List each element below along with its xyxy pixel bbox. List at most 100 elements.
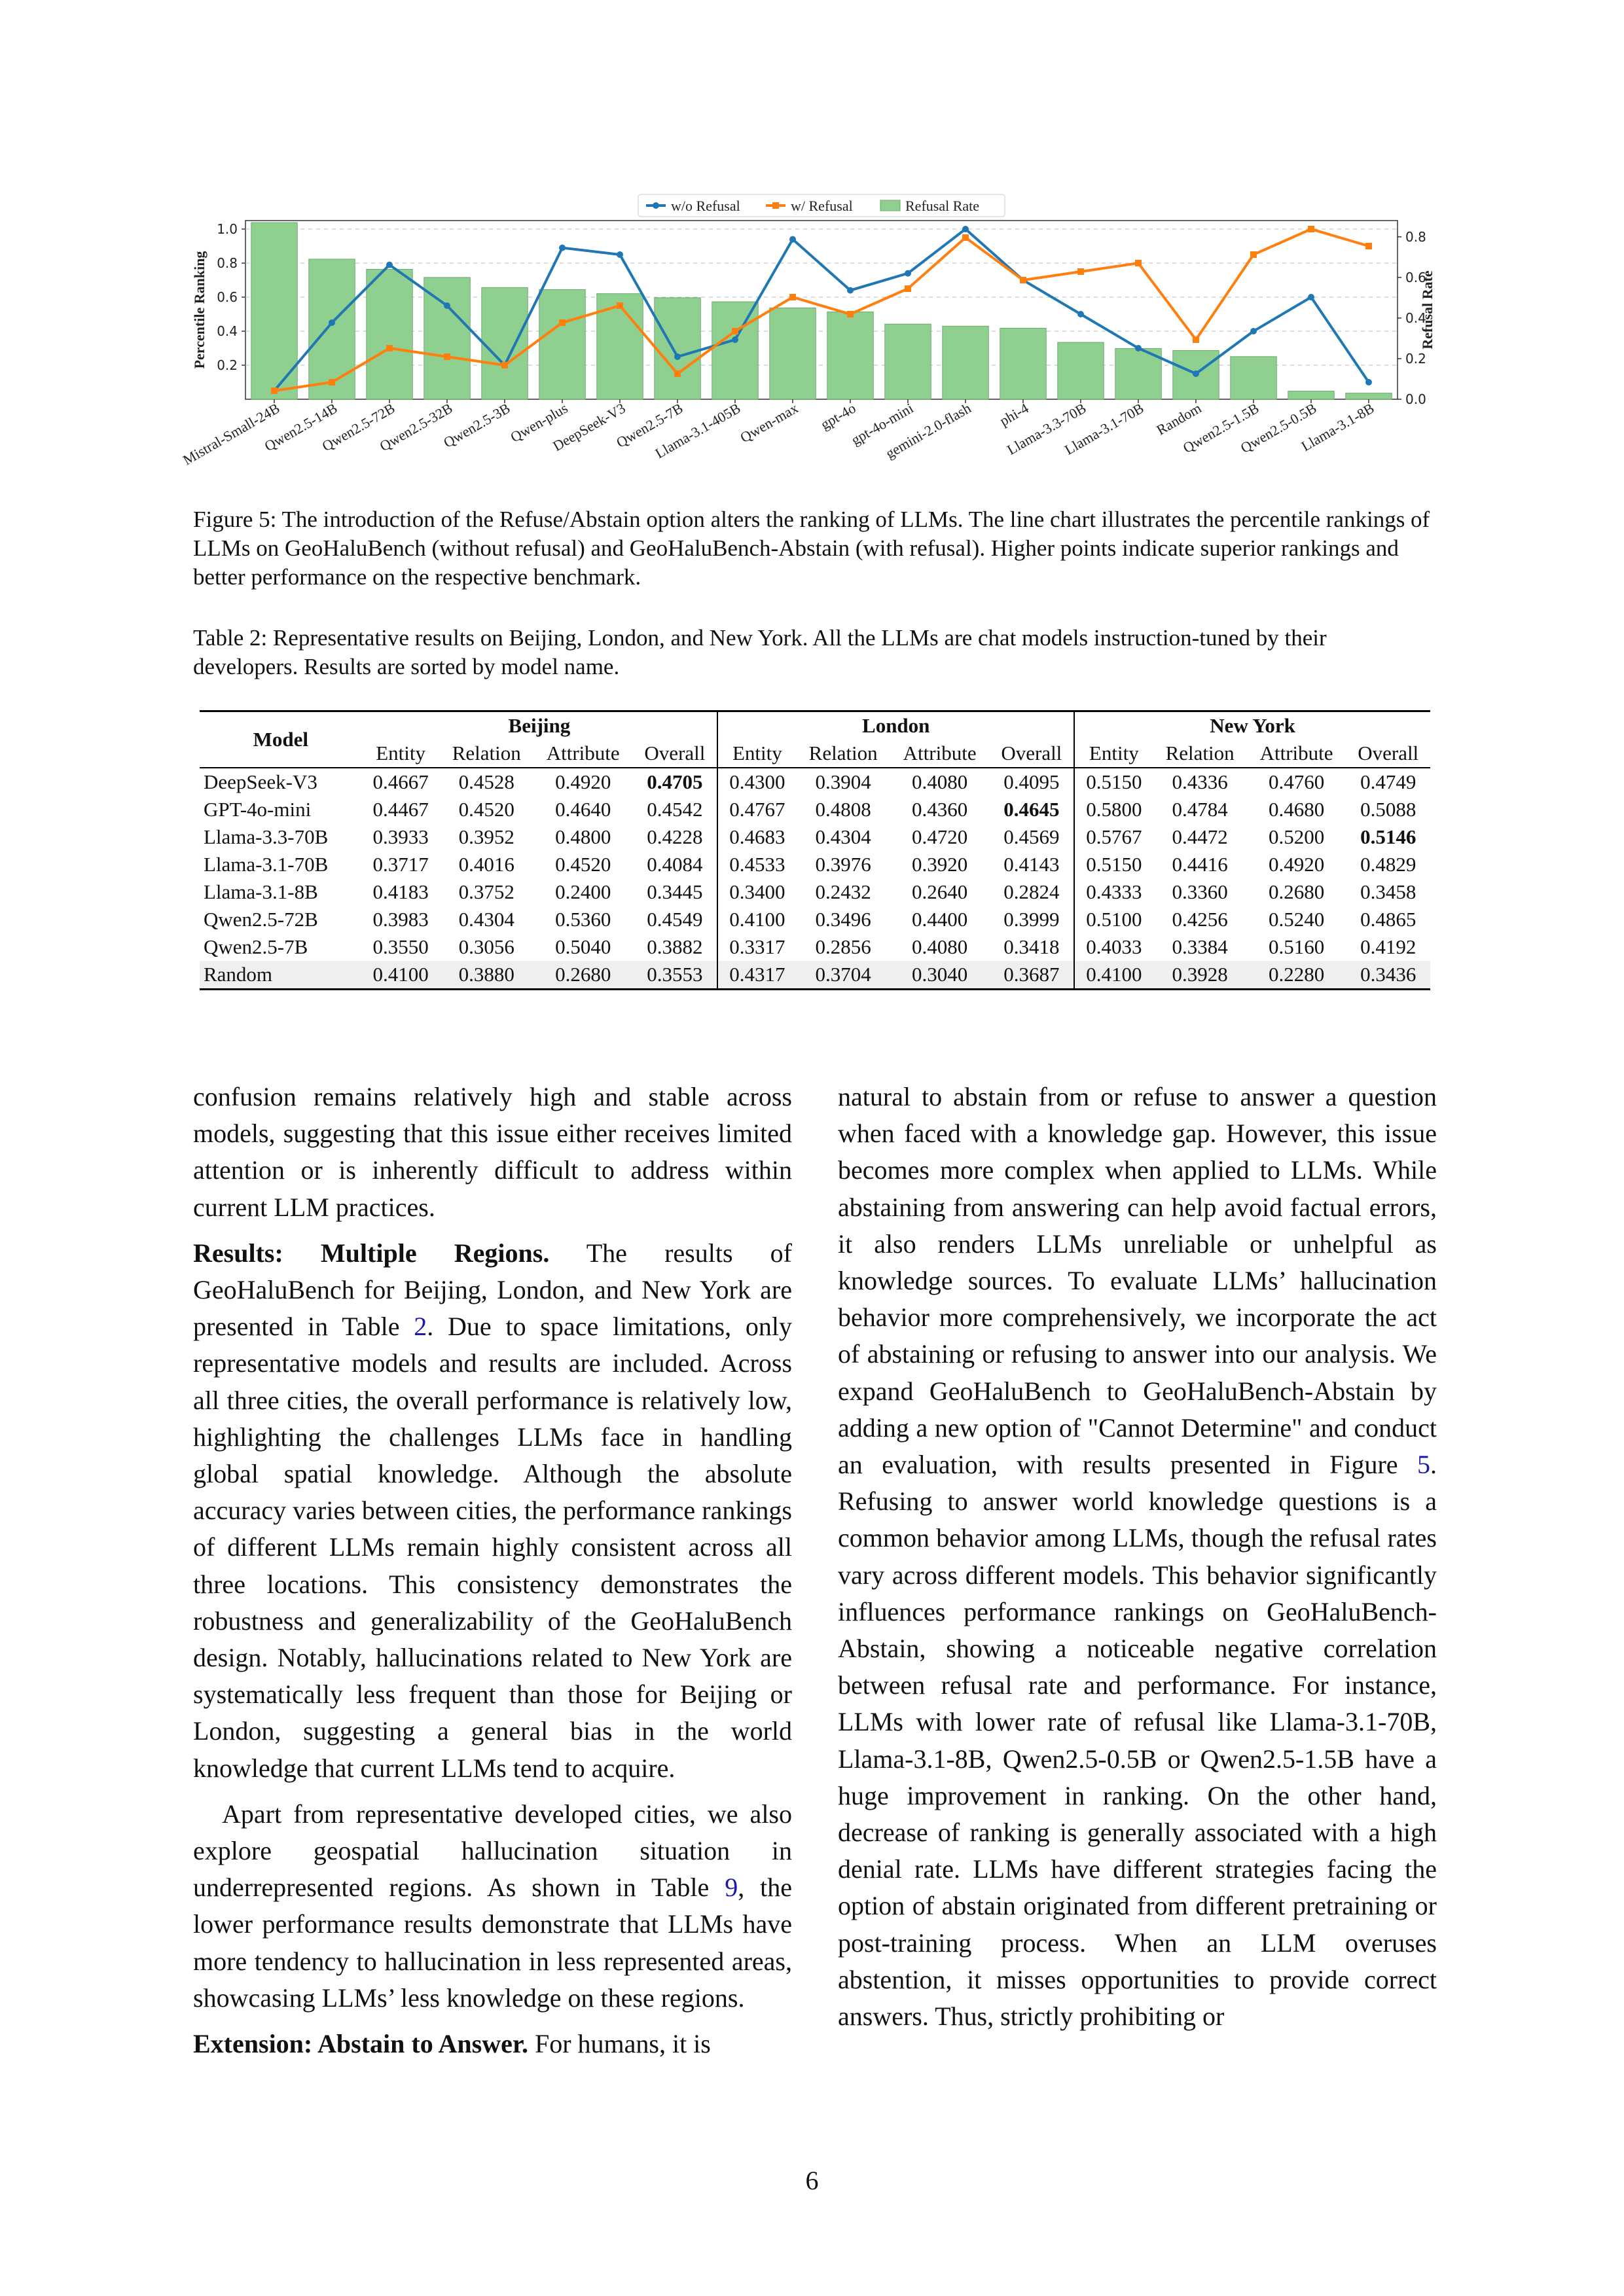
score-cell: 0.5088 — [1360, 798, 1416, 821]
score-cell: 0.5150 — [1074, 851, 1153, 878]
paragraph-text: , the lower performance results demonstr… — [193, 1873, 792, 2013]
score-cell: 0.4720 — [912, 825, 968, 848]
refusal-rate-bar — [539, 289, 586, 400]
paragraph: Apart from representative developed citi… — [193, 1796, 792, 2017]
point-without-refusal — [386, 261, 393, 268]
point-with-refusal — [789, 294, 796, 300]
subheader: Entity — [376, 742, 425, 764]
model-name-cell: Llama-3.3-70B — [204, 825, 329, 848]
score-cell: 0.4304 — [815, 825, 871, 848]
score-cell: 0.3360 — [1172, 880, 1228, 903]
score-cell: 0.3687 — [989, 961, 1075, 990]
score-cell: 0.4920 — [1268, 853, 1325, 876]
score-cell: 0.3717 — [372, 853, 429, 876]
figure-reference-link[interactable]: 5 — [1417, 1450, 1430, 1480]
table-reference-link[interactable]: 2 — [414, 1312, 427, 1342]
group-header-beijing: Beijing — [361, 710, 718, 740]
refusal-rate-bar — [251, 222, 298, 400]
point-without-refusal — [1077, 311, 1084, 317]
y-tick-label-right: 0.0 — [1405, 391, 1426, 407]
point-with-refusal — [559, 319, 566, 326]
point-with-refusal — [905, 285, 911, 292]
point-without-refusal — [674, 353, 681, 360]
score-cell: 0.4400 — [912, 908, 968, 931]
model-name-cell: GPT-4o-mini — [204, 798, 312, 821]
table-row: Random 0.4100 0.3880 0.2680 0.3553 0.4317 0.37… — [200, 961, 1430, 990]
subheader: Entity — [717, 740, 797, 768]
refusal-rate-bar — [481, 287, 528, 400]
score-cell: 0.4645 — [1003, 798, 1060, 821]
right-column: natural to abstain from or refuse to ans… — [838, 1079, 1437, 2035]
score-cell: 0.3056 — [458, 935, 514, 958]
point-with-refusal — [386, 345, 393, 351]
score-cell: 0.2280 — [1246, 961, 1346, 990]
score-cell: 0.3458 — [1360, 880, 1416, 903]
legend-label: w/ Refusal — [791, 198, 853, 214]
point-with-refusal — [732, 328, 738, 334]
score-cell: 0.5160 — [1268, 935, 1325, 958]
table-row: Llama-3.1-8B 0.4183 0.3752 0.2400 0.3445 0.34… — [200, 878, 1430, 906]
score-cell: 0.5800 — [1074, 796, 1153, 823]
point-with-refusal — [1365, 243, 1372, 249]
score-cell: 0.3752 — [458, 880, 514, 903]
table-row: Llama-3.3-70B 0.3933 0.3952 0.4800 0.4228 0.4… — [200, 823, 1430, 851]
score-cell: 0.3550 — [372, 935, 429, 958]
subheader: Entity — [1074, 740, 1153, 768]
table-caption: Table 2: Representative results on Beiji… — [193, 625, 1327, 679]
score-cell: 0.3882 — [647, 935, 703, 958]
y-tick-label-left: 0.6 — [217, 289, 238, 305]
point-with-refusal — [1193, 336, 1199, 343]
model-name-cell: Llama-3.1-70B — [204, 853, 329, 876]
score-cell: 0.4760 — [1246, 767, 1346, 796]
model-name-cell: Qwen2.5-72B — [204, 908, 318, 931]
x-tick-label: phi-4 — [997, 400, 1032, 429]
score-cell: 0.4256 — [1172, 908, 1228, 931]
paragraph: Extension: Abstain to Answer. For humans… — [193, 2026, 792, 2062]
subheader: Overall — [644, 742, 706, 764]
point-with-refusal — [1077, 268, 1084, 275]
point-without-refusal — [1193, 370, 1199, 377]
subheader: Attribute — [1259, 742, 1333, 764]
point-with-refusal — [1308, 226, 1314, 232]
score-cell: 0.3496 — [815, 908, 871, 931]
line-with-refusal — [274, 227, 1369, 392]
plot-frame — [245, 220, 1398, 400]
score-cell: 0.4920 — [533, 767, 633, 796]
score-cell: 0.4016 — [458, 853, 514, 876]
y-tick-label-left: 0.2 — [217, 357, 238, 373]
subheader: Attribute — [903, 742, 977, 764]
score-cell: 0.4100 — [1074, 961, 1153, 990]
score-cell: 0.2640 — [912, 880, 968, 903]
score-cell: 0.4416 — [1172, 853, 1228, 876]
paragraph-heading: Extension: Abstain to Answer. — [193, 2029, 528, 2059]
score-cell: 0.3445 — [647, 880, 703, 903]
score-cell: 0.5100 — [1074, 906, 1153, 933]
point-without-refusal — [962, 226, 969, 232]
score-cell: 0.3983 — [372, 908, 429, 931]
y-tick-label-right: 0.4 — [1405, 310, 1426, 326]
point-without-refusal — [444, 302, 450, 309]
score-cell: 0.4033 — [1074, 933, 1153, 961]
y-tick-label-right: 0.6 — [1405, 270, 1426, 285]
point-with-refusal — [1250, 251, 1257, 258]
score-cell: 0.5200 — [1268, 825, 1325, 848]
model-name-cell: DeepSeek-V3 — [200, 767, 362, 796]
paragraph-text: . Refusing to answer world knowledge que… — [838, 1450, 1437, 2032]
point-without-refusal — [1365, 379, 1372, 386]
table-reference-link[interactable]: 9 — [725, 1873, 738, 1903]
score-cell: 0.4304 — [458, 908, 514, 931]
score-cell: 0.3920 — [912, 853, 968, 876]
table-row: DeepSeek-V3 0.4667 0.4528 0.4920 0.4705 0.430… — [200, 767, 1430, 796]
legend-box — [638, 194, 1005, 217]
score-cell: 0.4520 — [458, 798, 514, 821]
score-cell: 0.4317 — [717, 961, 797, 990]
score-cell: 0.4640 — [555, 798, 611, 821]
point-without-refusal — [789, 236, 796, 243]
refusal-rate-bar — [1230, 356, 1277, 400]
refusal-rate-bar — [308, 259, 355, 400]
legend-swatch-bar — [880, 200, 901, 211]
score-cell: 0.4528 — [439, 767, 533, 796]
x-tick-label: gpt-4o — [818, 400, 858, 433]
score-cell: 0.2432 — [815, 880, 871, 903]
point-without-refusal — [905, 270, 911, 277]
